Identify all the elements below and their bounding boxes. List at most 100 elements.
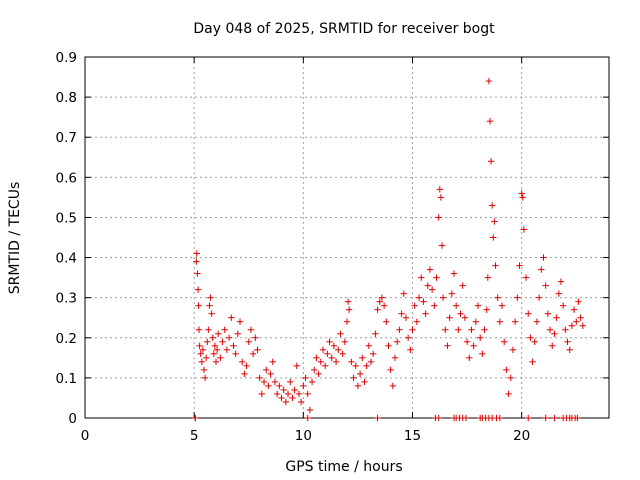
data-point	[485, 77, 493, 85]
data-point	[511, 318, 519, 325]
data-point	[573, 318, 580, 325]
data-point	[278, 394, 285, 402]
data-point	[230, 342, 237, 349]
data-point	[306, 406, 314, 414]
data-point	[247, 326, 255, 333]
data-point	[345, 306, 353, 313]
data-point	[372, 330, 379, 337]
x-tick-label: 15	[404, 428, 421, 444]
data-point	[194, 286, 202, 293]
data-point	[463, 338, 471, 345]
data-point	[361, 378, 368, 386]
data-point	[507, 374, 514, 382]
data-point	[343, 318, 351, 325]
data-point	[400, 290, 407, 297]
data-point	[213, 346, 221, 354]
data-point	[193, 250, 200, 257]
data-point	[359, 354, 366, 362]
data-point	[387, 366, 394, 374]
data-point	[276, 382, 283, 390]
data-point	[210, 350, 218, 358]
data-point	[219, 338, 226, 345]
data-point	[202, 354, 210, 362]
data-point	[462, 414, 470, 422]
data-point	[476, 334, 484, 341]
data-point	[484, 274, 492, 281]
data-point	[452, 302, 460, 309]
data-point	[273, 390, 281, 398]
data-point	[529, 358, 536, 366]
data-point	[328, 354, 335, 362]
data-point	[315, 370, 322, 378]
data-point	[321, 362, 329, 370]
data-point	[234, 330, 242, 337]
data-point	[363, 362, 370, 370]
data-point	[194, 270, 201, 277]
data-point	[555, 290, 562, 297]
data-point	[271, 378, 279, 386]
data-point	[241, 370, 248, 378]
data-point	[304, 414, 311, 422]
data-point	[577, 314, 584, 321]
data-point	[391, 354, 399, 362]
data-point	[291, 386, 298, 394]
data-point	[418, 274, 425, 281]
data-point	[380, 302, 388, 309]
y-tick-label: 0.3	[56, 291, 77, 307]
data-point	[468, 326, 475, 333]
data-point	[289, 394, 296, 402]
y-tick-label: 0.5	[56, 210, 77, 226]
data-point	[354, 382, 362, 390]
data-point	[280, 386, 287, 394]
data-point	[197, 350, 204, 358]
data-point	[498, 302, 506, 309]
data-point	[457, 310, 464, 317]
data-point	[208, 310, 215, 317]
data-point	[195, 326, 203, 333]
data-point	[455, 326, 462, 333]
data-point	[562, 326, 569, 333]
data-point	[300, 382, 307, 390]
data-point	[344, 298, 352, 305]
data-point	[236, 318, 244, 325]
data-point	[284, 390, 292, 398]
data-point	[533, 318, 541, 325]
data-point	[566, 346, 573, 354]
data-point	[352, 362, 359, 370]
data-point	[488, 202, 496, 209]
data-point	[450, 270, 458, 277]
tick-labels: 0 0.1 0.2 0.3 0.4 0.5 0.6 0.7 0.8 0.9 0 5 10 15 20	[56, 50, 531, 444]
data-point	[356, 370, 364, 378]
data-point	[365, 342, 373, 349]
data-point	[348, 358, 355, 366]
y-tick-label: 0.1	[56, 371, 77, 387]
data-point	[466, 354, 473, 362]
data-point	[544, 310, 552, 317]
data-point	[339, 350, 346, 358]
data-point	[420, 298, 427, 305]
data-point	[540, 254, 547, 261]
data-point	[415, 294, 423, 301]
data-point	[308, 378, 316, 386]
data-point	[535, 294, 543, 301]
data-point	[542, 282, 549, 289]
x-axis-title: GPS time / hours	[285, 459, 402, 475]
data-point	[370, 350, 377, 358]
data-point	[267, 370, 274, 378]
data-point	[496, 414, 504, 422]
data-point	[199, 346, 207, 354]
data-point	[378, 294, 386, 301]
data-point	[245, 338, 252, 345]
data-point	[317, 358, 324, 366]
data-point	[435, 214, 442, 221]
data-point	[472, 318, 480, 325]
data-point	[263, 366, 270, 374]
data-point	[383, 318, 390, 325]
x-tick-label: 0	[81, 428, 90, 444]
data-point	[330, 342, 338, 349]
y-axis-title: SRMTID / TECUs	[7, 182, 23, 295]
data-point	[503, 366, 510, 374]
data-point	[337, 330, 344, 337]
data-point	[559, 302, 567, 309]
